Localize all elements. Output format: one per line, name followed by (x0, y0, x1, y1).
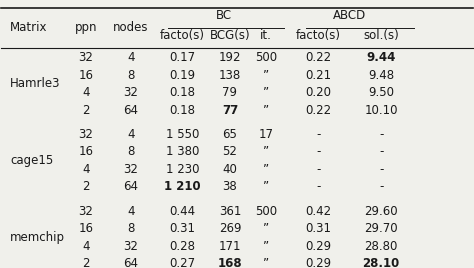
Text: memchip: memchip (10, 231, 65, 244)
Text: 52: 52 (222, 146, 237, 158)
Text: nodes: nodes (113, 21, 148, 35)
Text: ”: ” (263, 240, 269, 253)
Text: 0.18: 0.18 (170, 86, 196, 99)
Text: 32: 32 (78, 51, 93, 64)
Text: 0.19: 0.19 (170, 69, 196, 81)
Text: 1 230: 1 230 (166, 163, 200, 176)
Text: 4: 4 (82, 163, 90, 176)
Text: 64: 64 (123, 103, 138, 117)
Text: 4: 4 (127, 205, 135, 218)
Text: 64: 64 (123, 257, 138, 268)
Text: 10.10: 10.10 (365, 103, 398, 117)
Text: 9.44: 9.44 (366, 51, 396, 64)
Text: 64: 64 (123, 180, 138, 193)
Text: 28.10: 28.10 (363, 257, 400, 268)
Text: 0.44: 0.44 (170, 205, 196, 218)
Text: 9.50: 9.50 (368, 86, 394, 99)
Text: 138: 138 (219, 69, 241, 81)
Text: 0.31: 0.31 (305, 222, 331, 235)
Text: 16: 16 (78, 222, 93, 235)
Text: -: - (379, 146, 383, 158)
Text: 0.27: 0.27 (170, 257, 196, 268)
Text: 0.20: 0.20 (305, 86, 331, 99)
Text: ppn: ppn (74, 21, 97, 35)
Text: ”: ” (263, 222, 269, 235)
Text: 8: 8 (127, 146, 134, 158)
Text: facto(s): facto(s) (160, 29, 205, 42)
Text: -: - (379, 128, 383, 141)
Text: 1 380: 1 380 (166, 146, 200, 158)
Text: 17: 17 (259, 128, 274, 141)
Text: -: - (316, 128, 320, 141)
Text: 32: 32 (123, 163, 138, 176)
Text: 1 550: 1 550 (166, 128, 200, 141)
Text: ”: ” (263, 103, 269, 117)
Text: Matrix: Matrix (10, 21, 48, 35)
Text: Hamrle3: Hamrle3 (10, 77, 61, 90)
Text: BC: BC (216, 9, 232, 22)
Text: -: - (379, 180, 383, 193)
Text: 0.31: 0.31 (170, 222, 196, 235)
Text: 0.29: 0.29 (305, 240, 331, 253)
Text: 0.21: 0.21 (305, 69, 331, 81)
Text: 4: 4 (127, 128, 135, 141)
Text: -: - (379, 163, 383, 176)
Text: 269: 269 (219, 222, 241, 235)
Text: 0.18: 0.18 (170, 103, 196, 117)
Text: 9.48: 9.48 (368, 69, 394, 81)
Text: ”: ” (263, 146, 269, 158)
Text: 2: 2 (82, 180, 90, 193)
Text: 0.22: 0.22 (305, 103, 331, 117)
Text: 171: 171 (219, 240, 241, 253)
Text: 0.42: 0.42 (305, 205, 331, 218)
Text: 32: 32 (78, 128, 93, 141)
Text: 16: 16 (78, 69, 93, 81)
Text: 77: 77 (222, 103, 238, 117)
Text: 2: 2 (82, 103, 90, 117)
Text: 8: 8 (127, 222, 134, 235)
Text: ”: ” (263, 257, 269, 268)
Text: 4: 4 (82, 240, 90, 253)
Text: 4: 4 (127, 51, 135, 64)
Text: 28.80: 28.80 (365, 240, 398, 253)
Text: 192: 192 (219, 51, 241, 64)
Text: -: - (316, 163, 320, 176)
Text: 32: 32 (123, 86, 138, 99)
Text: it.: it. (260, 29, 272, 42)
Text: 0.22: 0.22 (305, 51, 331, 64)
Text: sol.(s): sol.(s) (363, 29, 399, 42)
Text: 40: 40 (222, 163, 237, 176)
Text: 0.29: 0.29 (305, 257, 331, 268)
Text: 361: 361 (219, 205, 241, 218)
Text: 8: 8 (127, 69, 134, 81)
Text: 500: 500 (255, 205, 277, 218)
Text: BCG(s): BCG(s) (210, 29, 250, 42)
Text: 16: 16 (78, 146, 93, 158)
Text: ABCD: ABCD (333, 9, 366, 22)
Text: ”: ” (263, 69, 269, 81)
Text: cage15: cage15 (10, 154, 54, 167)
Text: -: - (316, 180, 320, 193)
Text: ”: ” (263, 163, 269, 176)
Text: 32: 32 (78, 205, 93, 218)
Text: 32: 32 (123, 240, 138, 253)
Text: 1 210: 1 210 (164, 180, 201, 193)
Text: 38: 38 (222, 180, 237, 193)
Text: 29.70: 29.70 (365, 222, 398, 235)
Text: 500: 500 (255, 51, 277, 64)
Text: facto(s): facto(s) (296, 29, 341, 42)
Text: 29.60: 29.60 (365, 205, 398, 218)
Text: 0.17: 0.17 (170, 51, 196, 64)
Text: 65: 65 (222, 128, 237, 141)
Text: -: - (316, 146, 320, 158)
Text: 2: 2 (82, 257, 90, 268)
Text: 4: 4 (82, 86, 90, 99)
Text: 168: 168 (218, 257, 242, 268)
Text: ”: ” (263, 180, 269, 193)
Text: 79: 79 (222, 86, 237, 99)
Text: ”: ” (263, 86, 269, 99)
Text: 0.28: 0.28 (170, 240, 196, 253)
